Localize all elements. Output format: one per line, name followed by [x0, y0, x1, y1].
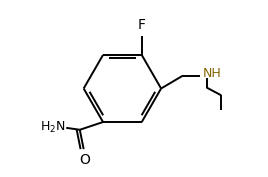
Text: F: F: [138, 18, 146, 32]
Text: NH: NH: [203, 67, 221, 81]
Text: H$_2$N: H$_2$N: [40, 120, 65, 135]
Text: O: O: [79, 153, 90, 167]
